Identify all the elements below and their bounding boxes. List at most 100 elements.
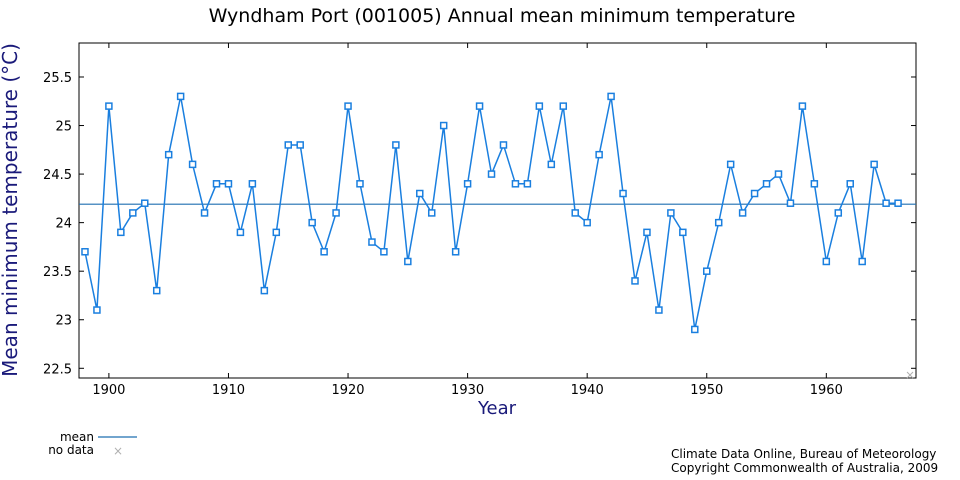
data-point — [176, 92, 185, 101]
data-point — [774, 170, 783, 178]
data-point — [511, 180, 520, 188]
data-point — [691, 325, 699, 334]
data-point — [224, 180, 233, 188]
no-data-point — [906, 371, 914, 379]
data-point — [404, 257, 412, 266]
y-tick-label: 24 — [55, 217, 72, 232]
data-point — [655, 306, 663, 314]
data-point — [416, 189, 424, 198]
data-point — [368, 238, 376, 246]
data-point — [427, 209, 436, 217]
data-point — [547, 160, 556, 169]
data-point — [631, 277, 639, 285]
data-point — [762, 180, 771, 188]
data-point — [822, 257, 831, 266]
legend-no-data-marker: × — [113, 444, 123, 458]
data-point — [344, 102, 352, 110]
data-point — [248, 180, 257, 188]
data-point — [296, 141, 304, 149]
x-tick-label: 1940 — [571, 383, 604, 398]
data-point — [559, 102, 568, 110]
legend: mean no data × — [48, 430, 137, 458]
x-axis-label: Year — [477, 398, 517, 419]
data-point — [463, 180, 472, 188]
y-tick-label: 22.5 — [43, 362, 72, 377]
data-point — [308, 218, 316, 227]
data-point — [439, 121, 448, 130]
data-point — [858, 257, 866, 266]
data-point — [380, 248, 388, 256]
data-point — [882, 199, 890, 207]
x-tick-label: 1920 — [331, 383, 364, 398]
data-points — [81, 92, 902, 334]
data-point — [571, 209, 579, 217]
data-point — [320, 248, 328, 256]
data-point — [212, 180, 221, 188]
data-point — [188, 160, 197, 169]
data-point — [93, 306, 101, 314]
data-point — [870, 160, 878, 169]
y-axis-label: Mean minimum temperature (°C) — [0, 43, 22, 377]
plot-frame — [78, 42, 917, 379]
data-point — [236, 228, 245, 237]
credit-line-1: Climate Data Online, Bureau of Meteorolo… — [671, 447, 936, 461]
data-point — [834, 209, 843, 217]
x-tick-label: 1960 — [810, 383, 843, 398]
y-tick-label: 24.5 — [43, 168, 72, 183]
credit-line-2: Copyright Commonwealth of Australia, 200… — [671, 461, 938, 475]
data-point — [499, 141, 508, 149]
data-point — [714, 218, 723, 227]
data-point — [894, 199, 902, 207]
data-point — [356, 180, 364, 188]
data-point — [129, 209, 137, 217]
x-axis-ticks: 1900 1910 1920 1930 1940 1950 1960 — [92, 43, 843, 398]
data-point — [535, 102, 544, 110]
x-tick-label: 1950 — [690, 383, 723, 398]
x-tick-label: 1900 — [92, 383, 125, 398]
data-point — [260, 286, 269, 295]
data-point — [798, 102, 807, 110]
chart-title: Wyndham Port (001005) Annual mean minimu… — [209, 5, 796, 27]
data-point — [272, 228, 281, 237]
legend-mean-label: mean — [60, 430, 94, 444]
data-point — [679, 228, 687, 237]
data-point — [117, 228, 125, 237]
data-point — [105, 102, 113, 110]
data-point — [750, 189, 759, 198]
data-point — [487, 170, 496, 178]
data-point — [726, 160, 735, 169]
x-tick-label: 1910 — [212, 383, 245, 398]
data-point — [810, 180, 819, 188]
legend-no-data-label: no data — [48, 443, 94, 457]
credit: Climate Data Online, Bureau of Meteorolo… — [671, 447, 938, 475]
y-tick-label: 25 — [55, 120, 72, 135]
data-point — [81, 248, 89, 256]
data-point — [451, 248, 460, 256]
data-point — [475, 102, 484, 110]
data-point — [607, 92, 615, 101]
data-point — [667, 209, 675, 217]
data-point — [332, 209, 340, 217]
data-point — [141, 199, 149, 207]
no-data-points — [906, 371, 914, 379]
data-point — [583, 218, 591, 227]
data-point — [200, 209, 209, 217]
y-tick-label: 25.5 — [43, 71, 72, 86]
y-axis-ticks: 22.5 23 23.5 24 24.5 25 25.5 — [43, 71, 916, 377]
data-point — [619, 189, 627, 198]
data-point — [738, 209, 747, 217]
data-point — [164, 150, 173, 159]
data-point — [152, 286, 161, 295]
data-point — [523, 180, 532, 188]
y-tick-label: 23 — [55, 314, 72, 329]
data-point — [284, 141, 292, 149]
data-point — [643, 228, 651, 237]
data-point — [786, 199, 795, 207]
data-point — [846, 180, 854, 188]
data-point — [392, 141, 400, 149]
y-tick-label: 23.5 — [43, 265, 72, 280]
x-tick-label: 1930 — [451, 383, 484, 398]
data-point — [595, 150, 603, 159]
data-point — [703, 267, 711, 275]
